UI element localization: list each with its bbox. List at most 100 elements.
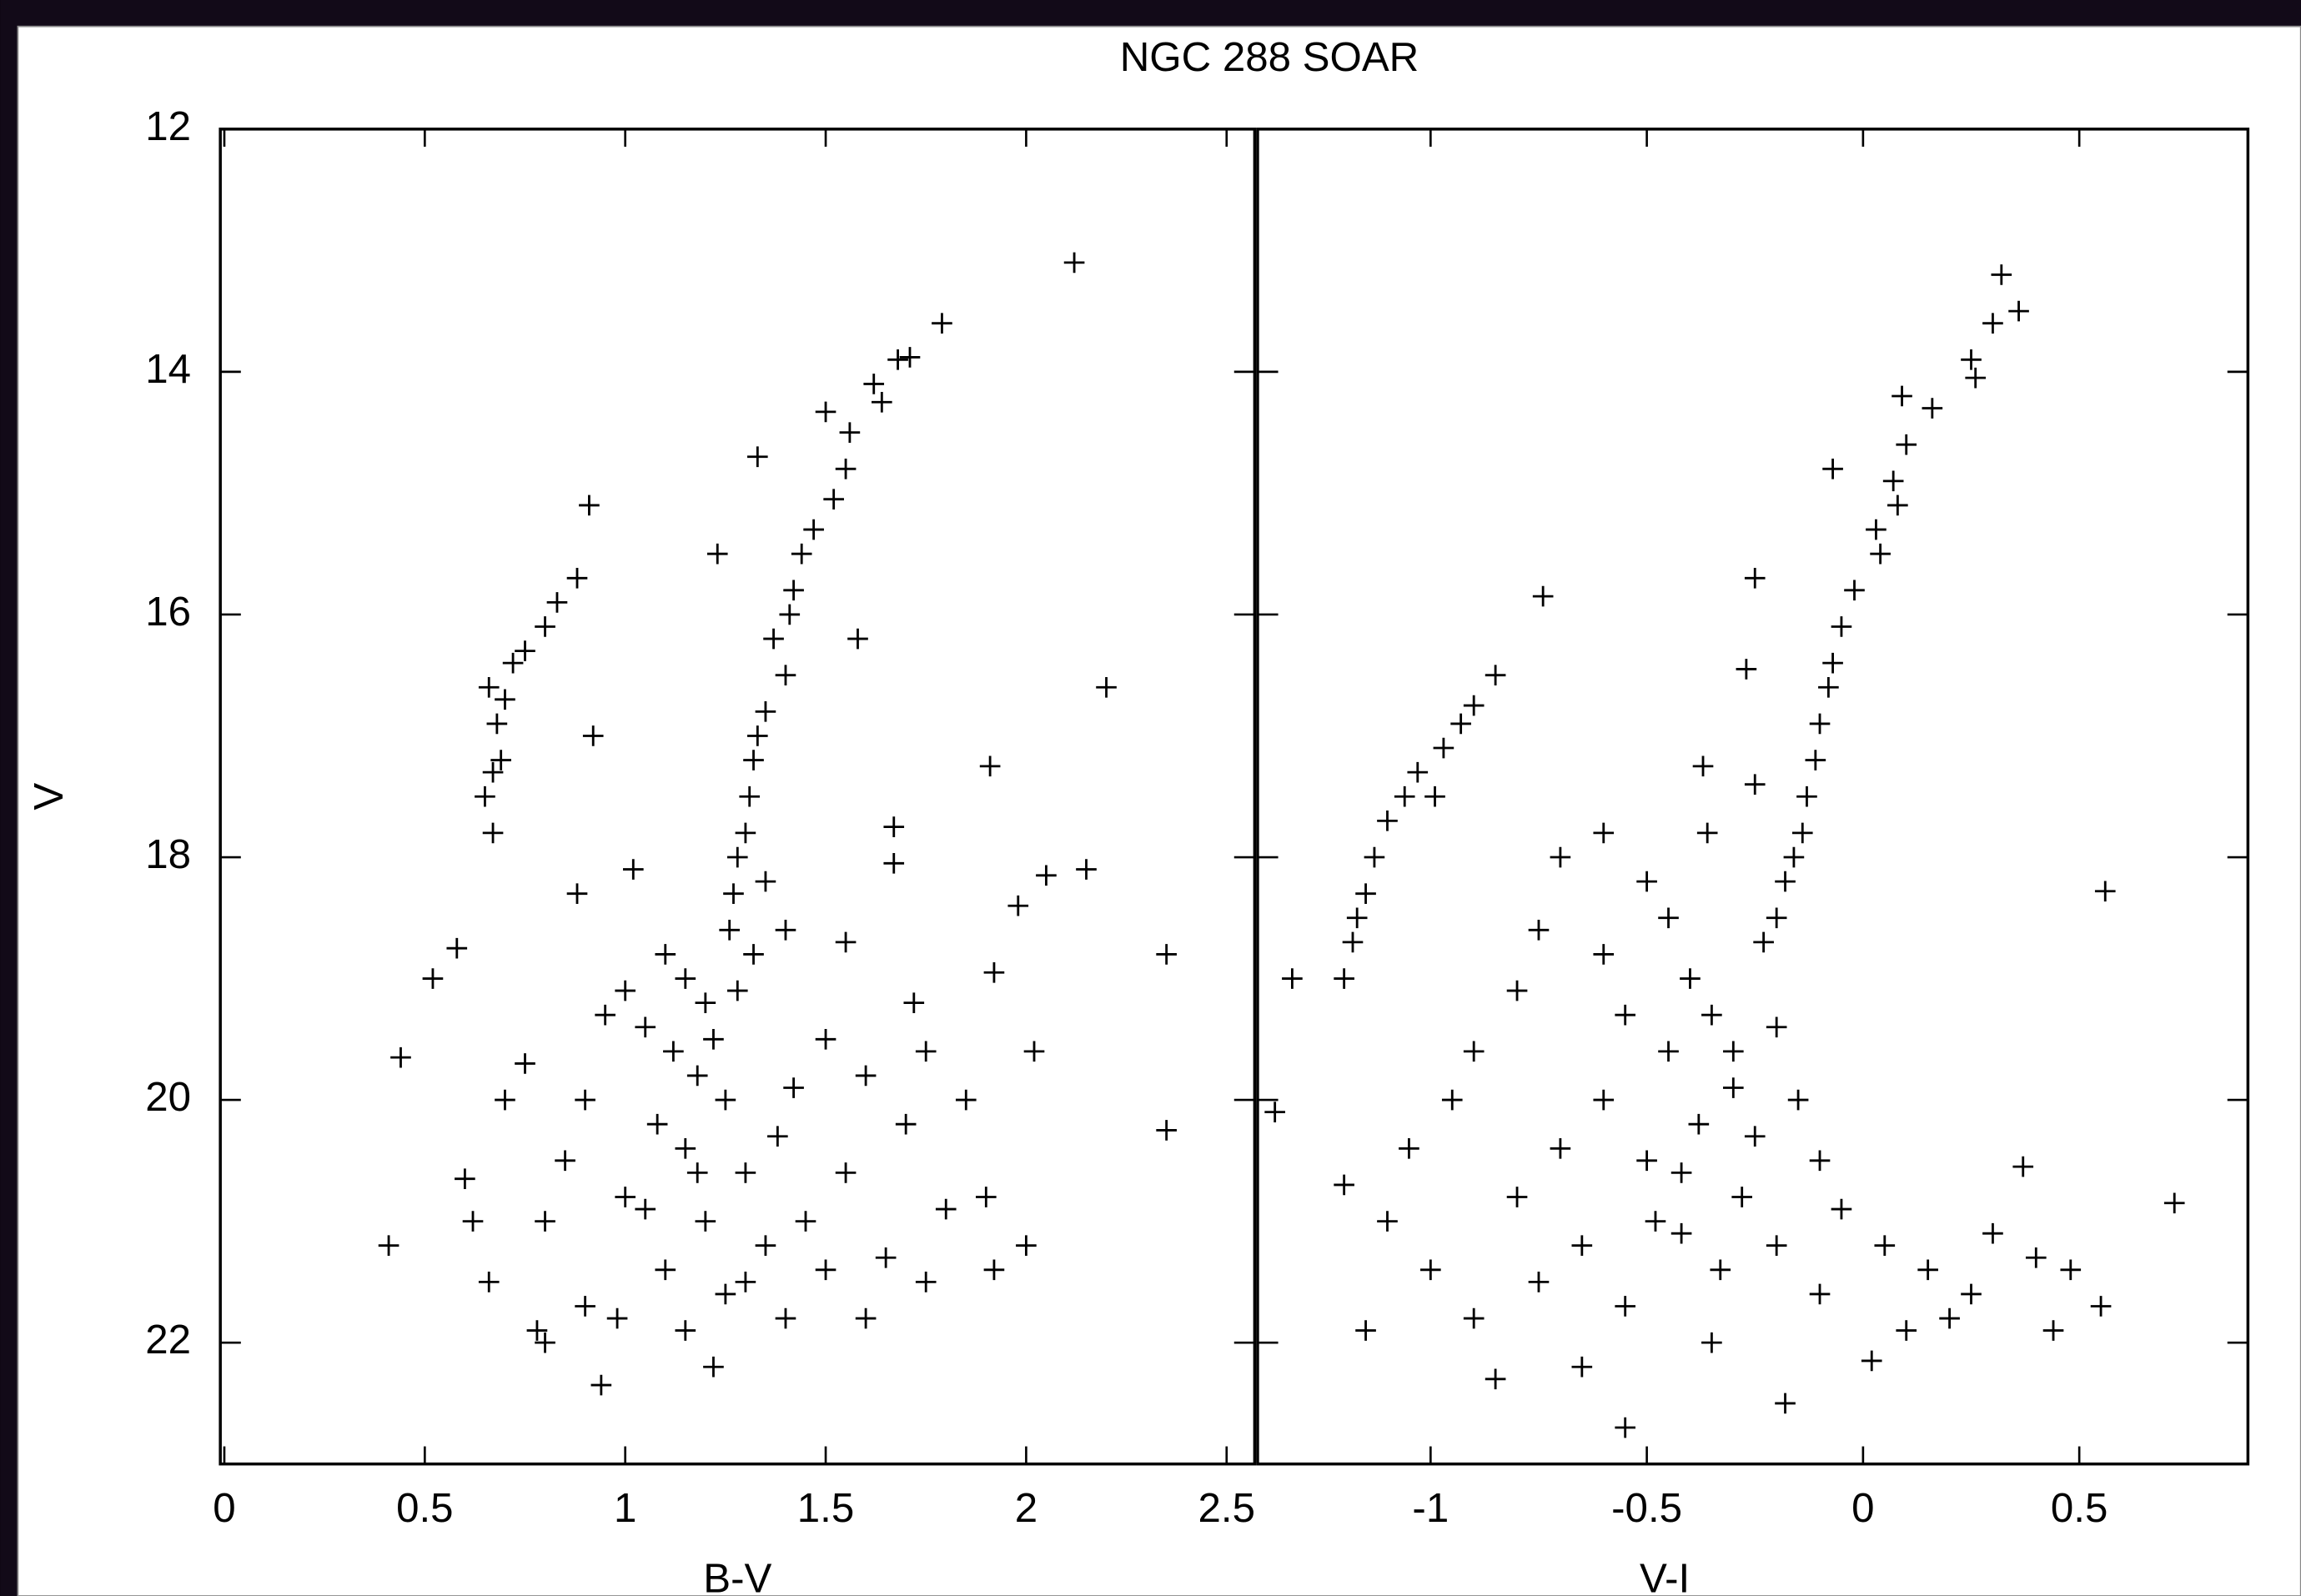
data-point [1688, 1113, 1710, 1135]
data-point [1364, 846, 1385, 868]
data-point [1710, 1259, 1731, 1281]
data-point [1485, 1368, 1506, 1390]
data-point [1528, 920, 1550, 941]
y-tick-label: 18 [145, 831, 191, 877]
data-point [1818, 676, 1839, 698]
data-point [739, 785, 761, 807]
data-point [2025, 1247, 2047, 1268]
data-point [1723, 1041, 1744, 1062]
data-point [1346, 907, 1368, 929]
data-point [1636, 871, 1657, 892]
data-point [490, 750, 511, 770]
x-tick-label: -0.5 [1611, 1485, 1682, 1531]
data-point [495, 689, 515, 710]
data-point [847, 628, 868, 650]
data-point [482, 761, 504, 783]
data-point [1615, 1296, 1636, 1317]
data-point [743, 750, 764, 770]
y-axis-label: V [26, 783, 72, 811]
data-point [1753, 931, 1774, 953]
data-point [446, 937, 468, 959]
data-point [475, 785, 495, 807]
data-point [646, 1113, 668, 1135]
data-point [755, 701, 776, 722]
data-point [1036, 865, 1057, 886]
y-tick-label: 20 [145, 1074, 191, 1120]
data-point [863, 374, 885, 394]
data-point [482, 822, 504, 844]
data-point [655, 1259, 676, 1281]
data-point [582, 725, 604, 746]
data-point [1636, 1150, 1657, 1172]
data-point [855, 1307, 877, 1329]
data-point [1506, 1187, 1528, 1207]
data-point [872, 391, 892, 413]
data-point [566, 567, 588, 589]
data-point [935, 1198, 957, 1220]
data-point [1571, 1235, 1593, 1257]
data-point [1450, 713, 1471, 735]
data-point [1866, 519, 1887, 540]
data-point [695, 992, 716, 1013]
x-tick-label: 1.5 [797, 1485, 854, 1531]
data-point [1874, 1235, 1896, 1257]
data-point [887, 349, 908, 370]
data-point [815, 1259, 836, 1281]
data-point [1550, 846, 1571, 868]
data-point [955, 1089, 977, 1111]
plot-frame [17, 25, 2301, 1596]
data-point [502, 652, 524, 674]
data-point [715, 1283, 736, 1305]
data-point [983, 961, 1005, 983]
data-point [2008, 300, 2029, 322]
data-point [1892, 385, 1912, 407]
data-point [735, 1272, 756, 1292]
data-point [1680, 968, 1701, 989]
data-point [1961, 1283, 1982, 1305]
data-point [675, 1137, 696, 1159]
data-point [579, 494, 600, 516]
x-tick-label: -1 [1412, 1485, 1449, 1531]
x-tick-label: 0 [1851, 1485, 1874, 1531]
data-point [775, 920, 796, 941]
data-point [2094, 881, 2116, 902]
data-point [1550, 1137, 1571, 1159]
data-point [1917, 1259, 1938, 1281]
data-point [1593, 1089, 1615, 1111]
data-point [1736, 659, 1757, 680]
data-point [686, 1065, 708, 1087]
data-point [726, 846, 748, 868]
data-point [932, 313, 952, 334]
data-point [723, 883, 744, 904]
data-point [1796, 785, 1817, 807]
x-tick-label: 0.5 [396, 1485, 453, 1531]
data-point [1766, 907, 1787, 929]
data-point [1593, 944, 1615, 965]
data-point [1156, 944, 1177, 965]
data-point [895, 1113, 917, 1135]
data-point [635, 1016, 656, 1038]
data-point [1658, 1041, 1679, 1062]
chart-title: NGC 288 SOAR [1120, 34, 1419, 80]
data-point [726, 980, 748, 1001]
data-point [703, 1356, 724, 1378]
data-point [566, 883, 588, 904]
data-point [2060, 1259, 2082, 1281]
data-point [1463, 695, 1485, 716]
data-point [1961, 349, 1982, 370]
data-point [719, 920, 740, 941]
data-point [1007, 895, 1029, 916]
data-point [1744, 774, 1766, 795]
data-point [390, 1046, 411, 1068]
data-point [1670, 1222, 1692, 1244]
data-point [1463, 1041, 1485, 1062]
data-point [839, 422, 861, 443]
x-tick-label: 2.5 [1198, 1485, 1255, 1531]
data-point [1420, 1259, 1441, 1281]
data-point [1809, 713, 1831, 735]
data-point [835, 1162, 857, 1183]
data-point [1615, 1417, 1636, 1438]
data-point [899, 347, 921, 368]
data-point [1723, 1077, 1744, 1098]
